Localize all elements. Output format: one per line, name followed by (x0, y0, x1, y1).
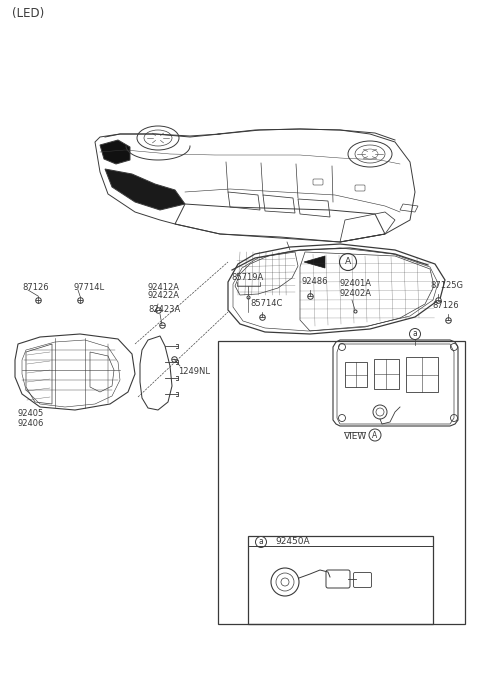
Bar (406, 357, 438, 392)
Circle shape (255, 537, 266, 548)
Text: 87125G: 87125G (430, 282, 463, 291)
Text: 92401A: 92401A (340, 280, 372, 288)
Text: 92406: 92406 (18, 419, 44, 428)
Text: 85719A: 85719A (232, 273, 264, 282)
Text: 85714C: 85714C (250, 299, 282, 308)
Text: 1249NL: 1249NL (178, 368, 210, 376)
Text: a: a (413, 329, 418, 338)
Text: 82423A: 82423A (148, 306, 180, 314)
Text: 92402A: 92402A (340, 288, 372, 297)
Polygon shape (105, 169, 185, 210)
Bar (248, 536, 433, 624)
Text: 92486: 92486 (302, 278, 328, 286)
Circle shape (409, 329, 420, 340)
Polygon shape (100, 140, 130, 164)
Text: A: A (372, 430, 378, 439)
Bar (374, 359, 399, 389)
Text: 97714L: 97714L (74, 282, 105, 291)
Bar (345, 362, 367, 387)
Text: (LED): (LED) (12, 7, 44, 20)
Bar (218, 341, 465, 624)
Text: 92412A: 92412A (148, 282, 180, 291)
Text: 92405: 92405 (18, 409, 44, 419)
Text: VIEW: VIEW (344, 432, 367, 441)
Text: a: a (259, 537, 264, 546)
Polygon shape (304, 256, 325, 268)
Text: 87126: 87126 (22, 282, 48, 291)
Text: A: A (345, 258, 351, 267)
Text: 87126: 87126 (432, 301, 458, 310)
Text: 92450A: 92450A (275, 537, 310, 546)
Text: 92422A: 92422A (148, 291, 180, 301)
